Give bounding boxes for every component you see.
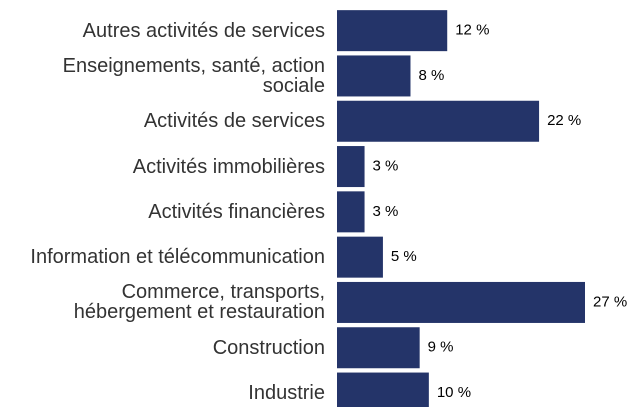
category-label: Activités immobilières xyxy=(132,155,325,178)
bar xyxy=(337,191,365,233)
value-label: 22 % xyxy=(547,112,581,129)
value-label: 27 % xyxy=(593,293,627,310)
category-label: Information et télécommunication xyxy=(30,246,325,269)
value-label: 9 % xyxy=(428,339,454,356)
bar xyxy=(337,372,429,407)
value-label: 10 % xyxy=(437,384,471,401)
bar xyxy=(337,327,420,369)
category-label: Activités financières xyxy=(148,200,325,223)
value-label: 12 % xyxy=(455,22,489,39)
category-label: Activités de services xyxy=(143,110,325,133)
category-label: Construction xyxy=(212,336,325,359)
bar xyxy=(337,100,540,142)
category-label: Enseignements, santé, action sociale xyxy=(62,54,325,97)
value-label: 3 % xyxy=(373,203,399,220)
bar xyxy=(337,10,448,52)
value-label: 5 % xyxy=(391,248,417,265)
value-label: 3 % xyxy=(373,158,399,175)
bar xyxy=(337,236,383,278)
bar xyxy=(337,146,365,188)
bar xyxy=(337,281,585,323)
bar xyxy=(337,55,411,97)
value-label: 8 % xyxy=(418,67,444,84)
category-label: Autres activités de services xyxy=(82,19,325,42)
category-label: Industrie xyxy=(248,382,325,405)
category-label: Commerce, transports, hébergement et res… xyxy=(73,281,325,324)
